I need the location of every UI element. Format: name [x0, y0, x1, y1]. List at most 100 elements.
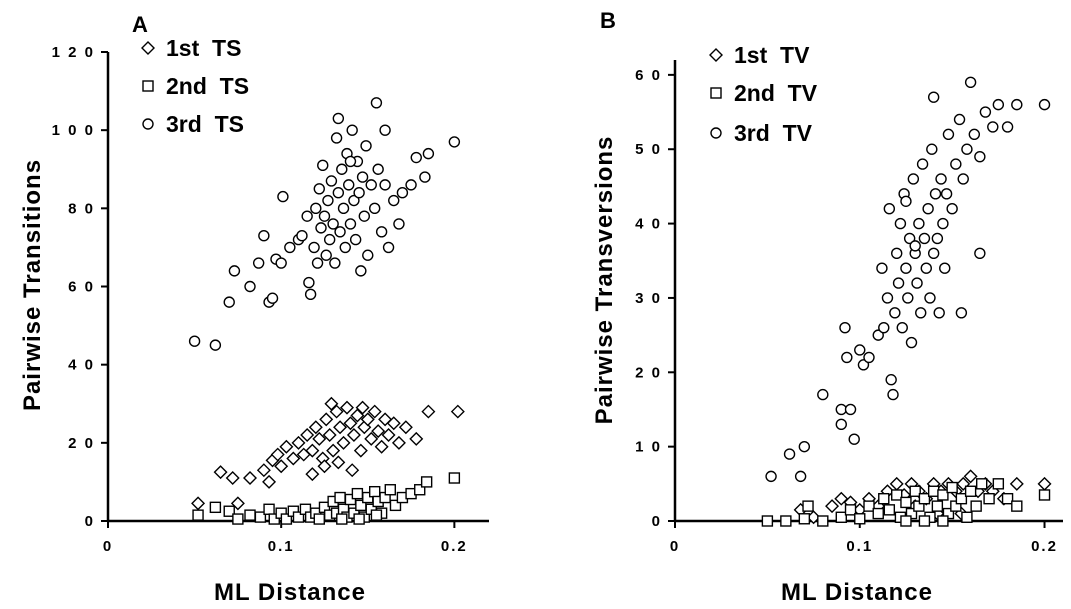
y-tick-label: 1 0 — [635, 439, 662, 456]
data-point-circle — [935, 173, 947, 185]
panel-a-legend: 1st TS 2nd TS 3rd TS — [141, 35, 249, 137]
data-point-square — [918, 515, 931, 527]
data-point-diamond — [300, 428, 315, 443]
data-point-circle — [891, 247, 903, 260]
data-point-circle — [223, 296, 235, 308]
y-tick-label: 6 0 — [68, 279, 95, 296]
data-point-circle — [964, 76, 977, 89]
data-point-circle — [1038, 98, 1051, 111]
data-point-diamond — [312, 431, 327, 446]
y-tick-label: 1 0 0 — [52, 122, 95, 139]
data-point-circle — [902, 292, 914, 304]
data-point-square — [280, 513, 293, 525]
legend-label: 1st TS — [166, 35, 241, 61]
data-point-diamond — [350, 408, 365, 423]
data-point-circle — [950, 158, 962, 170]
data-point-diamond — [371, 424, 386, 439]
data-point-diamond — [367, 404, 382, 419]
data-point-square — [780, 515, 792, 527]
data-point-diamond — [225, 471, 240, 485]
data-point-diamond — [346, 428, 361, 443]
data-point-circle — [332, 112, 345, 125]
data-point-circle — [916, 158, 929, 170]
data-point-square — [414, 484, 426, 496]
data-point-circle — [900, 262, 912, 274]
data-point-square — [918, 492, 931, 505]
data-point-circle — [379, 124, 391, 136]
data-point-diamond — [317, 459, 332, 474]
data-point-circle — [835, 403, 847, 416]
data-point-circle — [909, 240, 921, 252]
data-point-square — [937, 489, 949, 501]
data-point-circle — [903, 232, 916, 245]
data-point-diamond — [270, 447, 285, 462]
data-point-diamond — [889, 476, 904, 491]
data-point-circle — [933, 307, 945, 319]
data-point-circle — [382, 241, 395, 254]
panel-b-y-axis-title: Pairwise Transversions — [591, 136, 618, 425]
data-point-diamond — [256, 463, 271, 478]
data-point-square — [983, 492, 995, 505]
data-point-square — [937, 515, 949, 527]
data-point-diamond — [345, 463, 360, 478]
data-point-circle — [872, 329, 884, 341]
data-point-square — [389, 499, 402, 512]
data-point-circle — [327, 218, 339, 230]
data-point-circle — [318, 210, 331, 222]
data-point-circle — [857, 359, 870, 371]
data-point-circle — [303, 276, 315, 289]
legend-marker-square — [142, 80, 154, 92]
data-point-circle — [937, 217, 949, 230]
data-point-square — [844, 504, 857, 516]
data-point-circle — [209, 339, 222, 351]
data-point-diamond — [286, 451, 301, 466]
data-point-circle — [343, 179, 355, 191]
data-point-square — [1038, 489, 1051, 501]
data-point-square — [900, 515, 912, 527]
data-point-diamond — [398, 420, 413, 435]
data-point-circle — [844, 403, 857, 416]
data-point-circle — [922, 203, 934, 215]
data-point-circle — [448, 136, 461, 148]
panel-b-marks — [761, 76, 1052, 527]
data-point-circle — [953, 113, 966, 126]
data-point-circle — [940, 188, 953, 200]
legend-label: 1st TV — [734, 42, 810, 68]
data-point-square — [344, 493, 357, 506]
data-point-square — [448, 472, 461, 484]
data-point-circle — [311, 257, 324, 269]
data-point-circle — [1001, 121, 1014, 133]
data-point-diamond — [355, 400, 370, 415]
legend-marker-circle — [142, 118, 154, 130]
data-point-diamond — [963, 469, 978, 484]
data-point-circle — [876, 262, 888, 274]
data-point-circle — [946, 203, 958, 215]
data-point-square — [955, 492, 968, 505]
data-point-square — [268, 513, 280, 525]
data-point-square — [351, 487, 364, 500]
data-point-circle — [344, 218, 357, 230]
data-point-diamond — [274, 459, 289, 474]
data-point-circle — [1011, 98, 1023, 111]
y-tick-label: 2 0 — [68, 435, 95, 452]
data-point-circle — [308, 241, 320, 254]
data-point-diamond — [191, 496, 206, 511]
x-tick-label: 0 — [103, 538, 113, 555]
legend-label: 3rd TS — [166, 111, 244, 137]
data-point-diamond — [374, 439, 389, 454]
x-tick-label: 0.2 — [1031, 538, 1058, 555]
data-point-circle — [918, 232, 931, 245]
data-point-square — [872, 507, 884, 520]
panel-a-marks — [188, 97, 465, 525]
data-point-diamond — [333, 420, 348, 435]
data-point-square — [313, 513, 325, 525]
data-point-circle — [955, 307, 968, 319]
data-point-circle — [284, 241, 296, 254]
data-point-circle — [313, 183, 325, 195]
data-point-square — [900, 496, 912, 509]
data-point-diamond — [329, 404, 344, 419]
data-point-circle — [920, 262, 932, 274]
data-point-square — [863, 500, 875, 512]
data-point-circle — [315, 222, 327, 234]
